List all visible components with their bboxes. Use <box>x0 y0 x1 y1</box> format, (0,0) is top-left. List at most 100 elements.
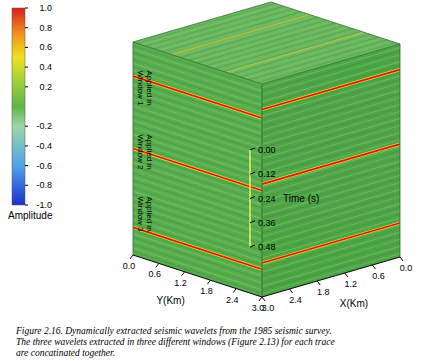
tick <box>250 221 255 223</box>
x-axis: 0.00.61.21.82.43.0X(Km) <box>262 257 413 313</box>
texture <box>262 253 400 293</box>
tick-label: 0.24 <box>258 194 276 204</box>
reflector <box>226 32 364 72</box>
texture <box>210 27 348 67</box>
tick <box>156 263 159 267</box>
edge <box>133 2 271 42</box>
axis-line <box>133 255 262 297</box>
tick <box>182 272 185 276</box>
texture <box>241 37 379 77</box>
texture <box>159 10 297 50</box>
texture <box>223 31 361 71</box>
texture <box>228 33 366 73</box>
texture <box>133 127 262 169</box>
annotation: Applied in <box>145 70 154 105</box>
colorbar-bar <box>12 8 25 205</box>
tick-label: -0.2 <box>36 121 52 131</box>
edge <box>262 44 400 84</box>
colorbar-title: Amplitude <box>8 210 53 221</box>
texture <box>262 246 400 286</box>
annotation: Applied in <box>145 134 154 169</box>
x-face <box>262 44 400 297</box>
y-face <box>133 42 262 297</box>
caption-line: are concatinated together. <box>16 348 115 358</box>
tick-label: 3.0 <box>262 303 275 313</box>
tick-label: 0.6 <box>39 42 52 52</box>
texture <box>198 23 336 63</box>
axis-line <box>262 257 400 297</box>
texture <box>150 8 288 48</box>
tick-label: 0.2 <box>39 82 52 92</box>
tick <box>25 27 28 28</box>
axis-title: Y(Km) <box>156 295 184 306</box>
caption: Figure 2.16. Dynamically extracted seism… <box>15 326 335 358</box>
edge <box>133 42 134 255</box>
tick <box>25 205 28 206</box>
tick <box>25 47 28 48</box>
tick-label: 1.2 <box>174 278 187 288</box>
annotations: Applied inWindow 1Applied inWindow 2Appl… <box>136 70 154 232</box>
annotation: Applied in <box>145 196 154 231</box>
tick-label: 0.0 <box>400 263 413 273</box>
texture <box>133 191 262 233</box>
texture <box>133 251 262 293</box>
texture <box>133 237 262 279</box>
tick-label: 0.12 <box>258 169 276 179</box>
texture <box>253 41 391 81</box>
texture <box>245 38 383 78</box>
texture <box>133 67 262 109</box>
tick-label: 0.8 <box>39 23 52 33</box>
tick-label: -0.6 <box>36 161 52 171</box>
texture <box>206 26 344 66</box>
tick <box>25 86 28 87</box>
time-axis: 0.000.120.240.360.48Time (s) <box>250 145 319 252</box>
tick <box>250 148 255 150</box>
texture <box>189 20 327 60</box>
edge <box>400 44 401 257</box>
tick <box>250 245 255 247</box>
window-label: Applied inWindow 1 <box>136 70 154 106</box>
reflector <box>262 70 400 110</box>
texture <box>202 24 340 64</box>
texture <box>172 15 310 55</box>
texture <box>146 6 284 46</box>
tick <box>250 172 255 174</box>
reflector <box>262 144 400 184</box>
reflector <box>262 223 400 263</box>
reflector <box>262 144 400 184</box>
tick <box>262 297 265 301</box>
tick-label: 1.0 <box>39 3 52 13</box>
reflector <box>133 227 262 269</box>
window-label: Applied inWindow 3 <box>136 196 154 232</box>
texture <box>185 19 323 59</box>
tick-label: 0.4 <box>39 62 52 72</box>
tick-label: 0.48 <box>258 242 276 252</box>
tick-label: 1.8 <box>200 286 213 296</box>
annotation: Window 2 <box>136 134 145 170</box>
tick-label: 2.4 <box>226 295 239 305</box>
reflector <box>262 223 400 263</box>
caption-line: Figure 2.16. Dynamically extracted seism… <box>15 326 332 336</box>
texture <box>133 63 262 105</box>
texture <box>193 22 331 62</box>
figure: 0.00.61.21.82.43.0Y(Km)0.00.61.21.82.43.… <box>0 0 441 361</box>
texture <box>142 5 280 45</box>
tick-label: 0.6 <box>149 269 162 279</box>
tick-label: -1.0 <box>36 200 52 210</box>
tick-label: 1.8 <box>317 287 330 297</box>
tick-label: -0.4 <box>36 141 52 151</box>
cube-edges <box>133 2 400 297</box>
texture <box>133 248 262 290</box>
texture <box>155 9 293 49</box>
tick <box>345 273 348 277</box>
caption-line: The three wavelets extracted in three di… <box>16 337 335 348</box>
tick-label: 0.6 <box>372 271 385 281</box>
texture <box>133 195 262 237</box>
tick <box>25 185 28 186</box>
tick-label: 0.0 <box>123 261 136 271</box>
tick <box>25 126 28 127</box>
texture <box>215 29 353 69</box>
annotation: Window 1 <box>136 70 145 106</box>
edge <box>271 2 400 44</box>
tick <box>25 67 28 68</box>
